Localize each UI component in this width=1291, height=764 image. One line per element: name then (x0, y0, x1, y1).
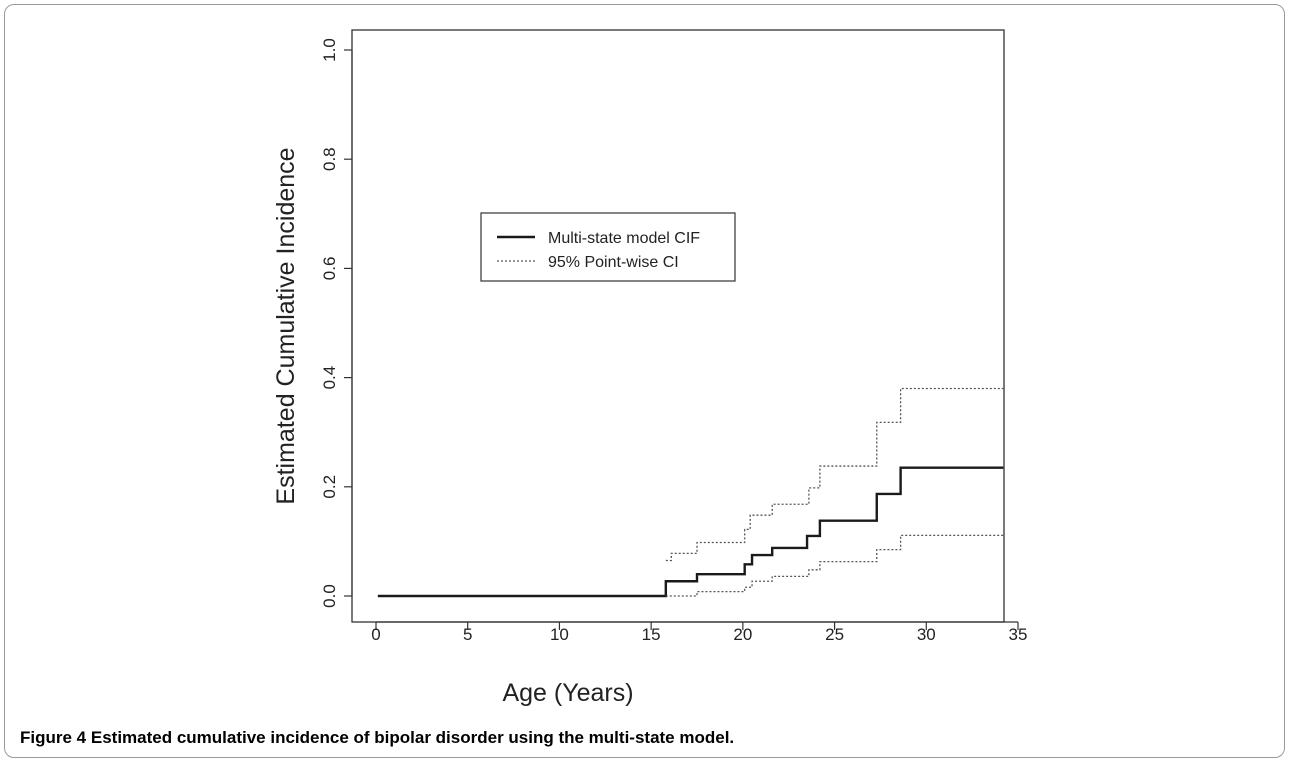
x-tick-label: 0 (371, 625, 380, 644)
figure-frame (4, 4, 1285, 758)
x-tick-label: 35 (1009, 625, 1028, 644)
legend-box (480, 212, 736, 282)
x-axis-title: Age (Years) (502, 679, 633, 707)
cif-line (377, 466, 1004, 598)
x-tick-label: 5 (463, 625, 472, 644)
series-layer (377, 387, 1004, 598)
legend-label-cif: Multi-state model CIF (548, 230, 700, 247)
legend: Multi-state model CIF 95% Point-wise CI (480, 212, 736, 282)
x-axis: 0 5 10 15 20 25 30 35 (371, 621, 1028, 644)
y-tick-label: 0.4 (320, 366, 339, 390)
y-tick-label: 1.0 (320, 38, 339, 62)
y-tick-label: 0.2 (320, 475, 339, 499)
caption-label: Figure 4 (20, 728, 87, 747)
caption-text: Estimated cumulative incidence of bipola… (90, 728, 735, 747)
x-tick-label: 10 (550, 625, 569, 644)
ci-lower-line (665, 534, 1004, 597)
x-tick-label: 15 (642, 625, 661, 644)
ci-upper-line (665, 387, 1004, 562)
legend-label-ci: 95% Point-wise CI (548, 254, 679, 271)
y-tick-label: 0.6 (320, 257, 339, 281)
y-tick-label: 0.8 (320, 147, 339, 171)
chart: 0 5 10 15 20 25 30 35 0.0 0.2 0.4 0.6 0.8 1.0 Age (Y… (272, 29, 1028, 707)
x-tick-label: 20 (733, 625, 752, 644)
x-tick-label: 25 (825, 625, 844, 644)
plot-area-border (351, 29, 1005, 623)
figure-caption: Figure 4 Estimated cumulative incidence … (20, 728, 734, 748)
x-tick-label: 30 (917, 625, 936, 644)
y-axis-title: Estimated Cumulative Incidence (272, 147, 300, 504)
y-tick-label: 0.0 (320, 584, 339, 608)
y-axis: 0.0 0.2 0.4 0.6 0.8 1.0 (320, 38, 353, 608)
